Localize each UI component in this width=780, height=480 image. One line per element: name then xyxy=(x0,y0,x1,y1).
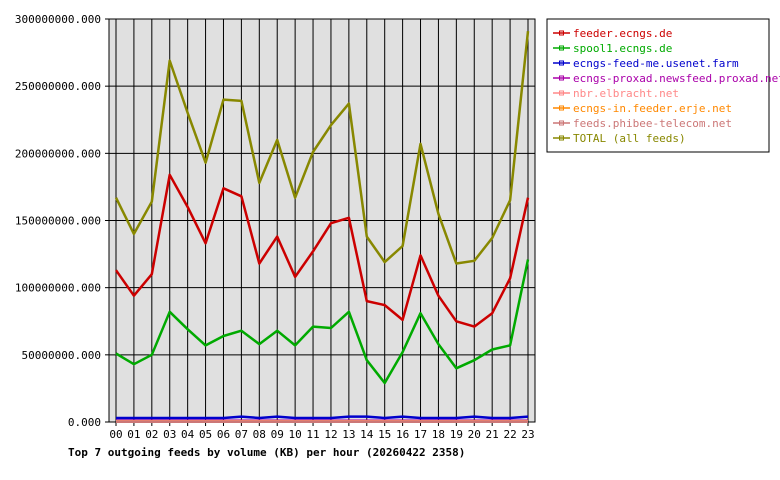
legend-label: ecngs-feed-me.usenet.farm xyxy=(573,57,739,70)
legend-item: spool1.ecngs.de xyxy=(553,42,672,55)
y-tick-label: 50000000.000 xyxy=(22,349,101,362)
legend-label: feeds.phibee-telecom.net xyxy=(573,117,732,130)
legend-item: feeder.ecngs.de xyxy=(553,27,672,40)
legend-item: ecngs-in.feeder.erje.net xyxy=(553,102,732,115)
x-tick-label: 15 xyxy=(378,428,391,441)
x-tick-label: 04 xyxy=(181,428,195,441)
legend-item: TOTAL (all feeds) xyxy=(553,132,686,145)
y-tick-label: 100000000.000 xyxy=(15,282,101,295)
legend: feeder.ecngs.de spool1.ecngs.de ecngs-feed… xyxy=(546,18,780,153)
legend-marker xyxy=(559,60,564,66)
x-tick-label: 13 xyxy=(342,428,355,441)
x-tick-label: 07 xyxy=(235,428,248,441)
x-tick-label: 17 xyxy=(414,428,427,441)
legend-label: spool1.ecngs.de xyxy=(573,42,672,55)
x-tick-label: 21 xyxy=(486,428,499,441)
x-tick-label: 19 xyxy=(450,428,463,441)
legend-items: feeder.ecngs.de spool1.ecngs.de ecngs-feed… xyxy=(553,27,780,145)
legend-marker xyxy=(559,105,564,111)
legend-marker xyxy=(559,120,564,126)
legend-marker xyxy=(559,90,564,96)
y-tick-label: 250000000.000 xyxy=(15,80,101,93)
y-axis: 0.000 50000000.000 100000000.000 150000000.… xyxy=(15,13,109,429)
x-tick-label: 23 xyxy=(521,428,534,441)
y-tick-label: 0.000 xyxy=(68,416,101,429)
legend-marker xyxy=(559,30,564,36)
legend-box xyxy=(546,18,770,153)
series-lines xyxy=(114,30,530,423)
x-tick-label: 20 xyxy=(468,428,481,441)
legend-label: TOTAL (all feeds) xyxy=(573,132,686,145)
y-tick-label: 200000000.000 xyxy=(15,147,101,160)
y-tick-label: 300000000.000 xyxy=(15,13,101,26)
x-tick-label: 06 xyxy=(217,428,230,441)
x-tick-label: 03 xyxy=(163,428,176,441)
x-tick-label: 11 xyxy=(306,428,319,441)
series-line-1 xyxy=(115,259,530,385)
legend-label: ecngs-proxad.newsfeed.proxad.net xyxy=(573,72,780,85)
x-tick-label: 09 xyxy=(271,428,284,441)
series-line-2 xyxy=(116,415,529,420)
x-tick-label: 00 xyxy=(109,428,122,441)
x-tick-label: 22 xyxy=(503,428,516,441)
legend-marker xyxy=(559,45,564,51)
legend-marker xyxy=(559,75,564,81)
legend-item: nbr.elbracht.net xyxy=(553,87,679,100)
legend-item: ecngs-proxad.newsfeed.proxad.net xyxy=(553,72,780,85)
series-line-0 xyxy=(114,173,530,328)
x-tick-label: 05 xyxy=(199,428,212,441)
x-tick-label: 14 xyxy=(360,428,374,441)
x-tick-label: 10 xyxy=(289,428,302,441)
x-tick-label: 12 xyxy=(324,428,337,441)
x-tick-label: 16 xyxy=(396,428,409,441)
y-tick-label: 150000000.000 xyxy=(15,215,101,228)
legend-item: feeds.phibee-telecom.net xyxy=(553,117,732,130)
legend-label: ecngs-in.feeder.erje.net xyxy=(573,102,732,115)
legend-label: nbr.elbracht.net xyxy=(573,87,679,100)
legend-marker xyxy=(559,135,564,141)
series-line-7 xyxy=(114,30,530,265)
x-tick-label: 01 xyxy=(127,428,140,441)
legend-item: ecngs-feed-me.usenet.farm xyxy=(553,57,739,70)
x-tick-label: 02 xyxy=(145,428,158,441)
x-tick-label: 18 xyxy=(432,428,445,441)
x-tick-label: 08 xyxy=(253,428,266,441)
x-axis: 00 01 02 03 04 05 06 07 08 09 10 11 12 13 14 15 16 17 18 19… xyxy=(109,422,535,441)
chart-title: Top 7 outgoing feeds by volume (KB) per … xyxy=(68,446,465,459)
legend-label: feeder.ecngs.de xyxy=(573,27,672,40)
